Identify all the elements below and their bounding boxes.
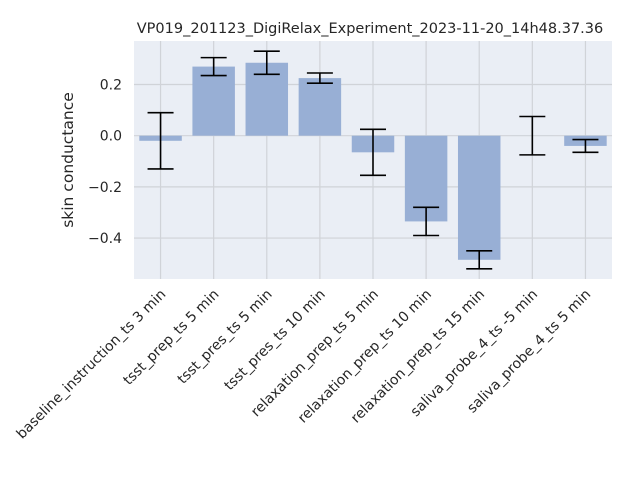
error-bar <box>200 56 227 77</box>
x-axis-ticks: baseline_instruction_ts 3 mintsst_prep_t… <box>14 287 595 443</box>
y-axis-ticks: −0.4 −0.2 0.0 0.2 <box>88 78 122 248</box>
y-tick-label: −0.4 <box>88 231 122 247</box>
y-tick-label: −0.2 <box>88 180 122 196</box>
bar <box>192 66 235 136</box>
error-bars <box>147 50 599 270</box>
error-bar <box>360 128 386 177</box>
bar <box>298 78 342 136</box>
error-bar <box>147 111 174 170</box>
chart-title: VP019_201123_DigiRelax_Experiment_2023-1… <box>137 21 603 37</box>
x-tick-label: tsst_pres_ts 5 min <box>175 287 276 388</box>
error-bar <box>572 138 599 154</box>
x-tick-label: tsst_prep_ts 5 min <box>120 287 222 389</box>
x-tick-label: tsst_pres_ts 10 min <box>221 287 328 394</box>
error-bar <box>466 250 493 270</box>
error-bar <box>306 72 333 85</box>
bar <box>457 135 501 260</box>
y-tick-label: 0.2 <box>100 78 122 94</box>
error-bar <box>519 115 546 156</box>
error-bar <box>413 206 440 237</box>
error-bar <box>253 50 280 76</box>
y-tick-label: 0.0 <box>100 129 122 145</box>
y-axis-label: skin conductance <box>59 92 77 228</box>
